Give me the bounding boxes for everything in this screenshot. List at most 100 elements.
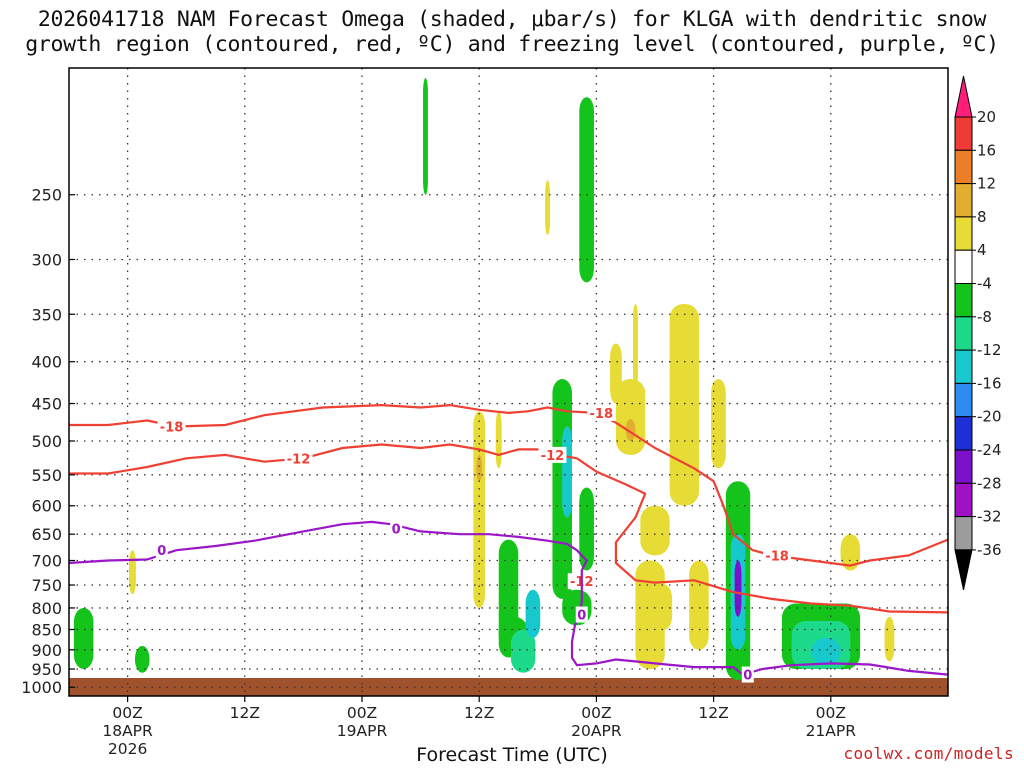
- colorbar-segment: [954, 349, 973, 384]
- x-axis-label: Forecast Time (UTC): [416, 744, 608, 766]
- colorbar-label: -16: [977, 374, 1002, 392]
- colorbar-label: -4: [977, 275, 992, 293]
- omega-cell: [476, 454, 483, 482]
- ground-terrain: [69, 678, 948, 696]
- y-tick-label: 900: [31, 641, 62, 660]
- colorbar-segment: [954, 249, 973, 284]
- y-tick-label: 950: [31, 660, 62, 679]
- colorbar-label: 16: [977, 141, 996, 159]
- contour-label: 0: [157, 544, 166, 559]
- colorbar-label: -8: [977, 308, 992, 326]
- omega-cell: [73, 607, 94, 670]
- omega-cell: [811, 637, 841, 666]
- contour-line: [69, 443, 949, 614]
- omega-cell: [669, 303, 699, 506]
- x-tick-label: 00Z: [581, 704, 611, 722]
- contour-label-bg: [390, 520, 403, 537]
- x-tick-label: 00Z: [112, 704, 142, 722]
- colorbar: 20 16 12 8 4 -4 -8 -12 -16 -20 -24 -28 -32 -36: [954, 75, 1002, 591]
- y-tick-label: 500: [31, 432, 62, 451]
- x-tick-label: 12Z: [698, 704, 728, 722]
- omega-cell: [625, 418, 636, 441]
- x-tick-date: 19APR: [337, 722, 388, 740]
- chart-title-line2: growth region (contoured, red, ºC) and f…: [25, 32, 999, 57]
- axes-layer: 250 300 350 400 450 500 550 600 650 700 750 800 850 9…: [21, 67, 949, 758]
- contour-label: -12: [541, 449, 565, 464]
- omega-cell: [473, 411, 486, 608]
- omega-cell: [129, 550, 136, 595]
- x-tick-date: 18APR: [102, 722, 153, 740]
- y-tick-label: 300: [31, 250, 62, 269]
- omega-cell: [640, 505, 670, 556]
- x-tick-label: 12Z: [464, 704, 494, 722]
- colorbar-label: -36: [977, 541, 1002, 559]
- colorbar-segment: [954, 116, 973, 151]
- omega-cell: [545, 180, 551, 235]
- colorbar-label: 8: [977, 208, 987, 226]
- colorbar-segment: [954, 183, 973, 218]
- colorbar-label: 12: [977, 175, 996, 193]
- contour-label: 0: [577, 609, 586, 624]
- contour-label: -18: [765, 549, 789, 564]
- contour-label-bg: [538, 446, 567, 463]
- omega-cell: [579, 487, 594, 571]
- omega-cell: [635, 560, 665, 670]
- omega-cell: [633, 303, 638, 388]
- contour-label: -12: [287, 452, 311, 467]
- colorbar-label: -20: [977, 408, 1002, 426]
- omega-cell: [689, 560, 709, 650]
- y-tick-label: 750: [31, 576, 62, 595]
- y-tick-label: 650: [31, 525, 62, 544]
- y-tick-label: 400: [31, 353, 62, 372]
- colorbar-top-arrow: [954, 75, 973, 118]
- colorbar-segment: [954, 382, 973, 418]
- omega-cell: [711, 379, 726, 469]
- colorbar-label: -24: [977, 441, 1002, 459]
- contour-label-bg: [741, 666, 754, 683]
- omega-cell: [562, 426, 572, 518]
- colorbar-segment: [954, 216, 973, 251]
- y-tick-label: 800: [31, 599, 62, 618]
- omega-shading-layer: [73, 78, 895, 681]
- ground-layer: [69, 678, 948, 696]
- contour-label-bg: [157, 418, 186, 435]
- colorbar-bottom-arrow: [954, 549, 973, 591]
- contour-label-bg: [763, 547, 792, 564]
- omega-cell: [423, 78, 428, 195]
- omega-cell: [495, 411, 502, 469]
- colorbar-label: 4: [977, 241, 987, 259]
- y-tick-label: 450: [31, 395, 62, 414]
- omega-cell: [510, 629, 536, 673]
- colorbar-segment: [954, 283, 973, 318]
- contour-label-bg: [587, 404, 616, 421]
- omega-cell: [840, 534, 861, 571]
- omega-cell: [579, 97, 594, 283]
- contour-label-bg: [155, 542, 168, 559]
- colorbar-label: 20: [977, 108, 996, 126]
- contour-label-bg: [575, 606, 588, 623]
- x-tick-year: 2026: [108, 740, 147, 758]
- plot-frame: [68, 67, 949, 697]
- colorbar-segment: [954, 149, 973, 185]
- y-tick-label: 600: [31, 497, 62, 516]
- x-tick-date: 20APR: [571, 722, 622, 740]
- colorbar-segment: [954, 316, 973, 351]
- colorbar-segment: [954, 416, 973, 451]
- x-tick-label: 00Z: [816, 704, 846, 722]
- site-credit: coolwx.com/models: [843, 744, 1014, 763]
- y-tick-label: 700: [31, 552, 62, 571]
- colorbar-label: -28: [977, 474, 1002, 492]
- contour-label: -18: [590, 407, 614, 422]
- colorbar-label: -12: [977, 341, 1002, 359]
- contour-label-bg: [284, 450, 313, 467]
- y-tick-label: 550: [31, 466, 62, 485]
- omega-cell: [134, 645, 150, 673]
- y-tick-label: 1000: [21, 678, 62, 697]
- colorbar-segment: [954, 449, 973, 484]
- contour-label: 0: [743, 669, 752, 684]
- omega-cell: [615, 379, 646, 455]
- omega-cell: [884, 616, 895, 662]
- y-tick-label: 850: [31, 620, 62, 639]
